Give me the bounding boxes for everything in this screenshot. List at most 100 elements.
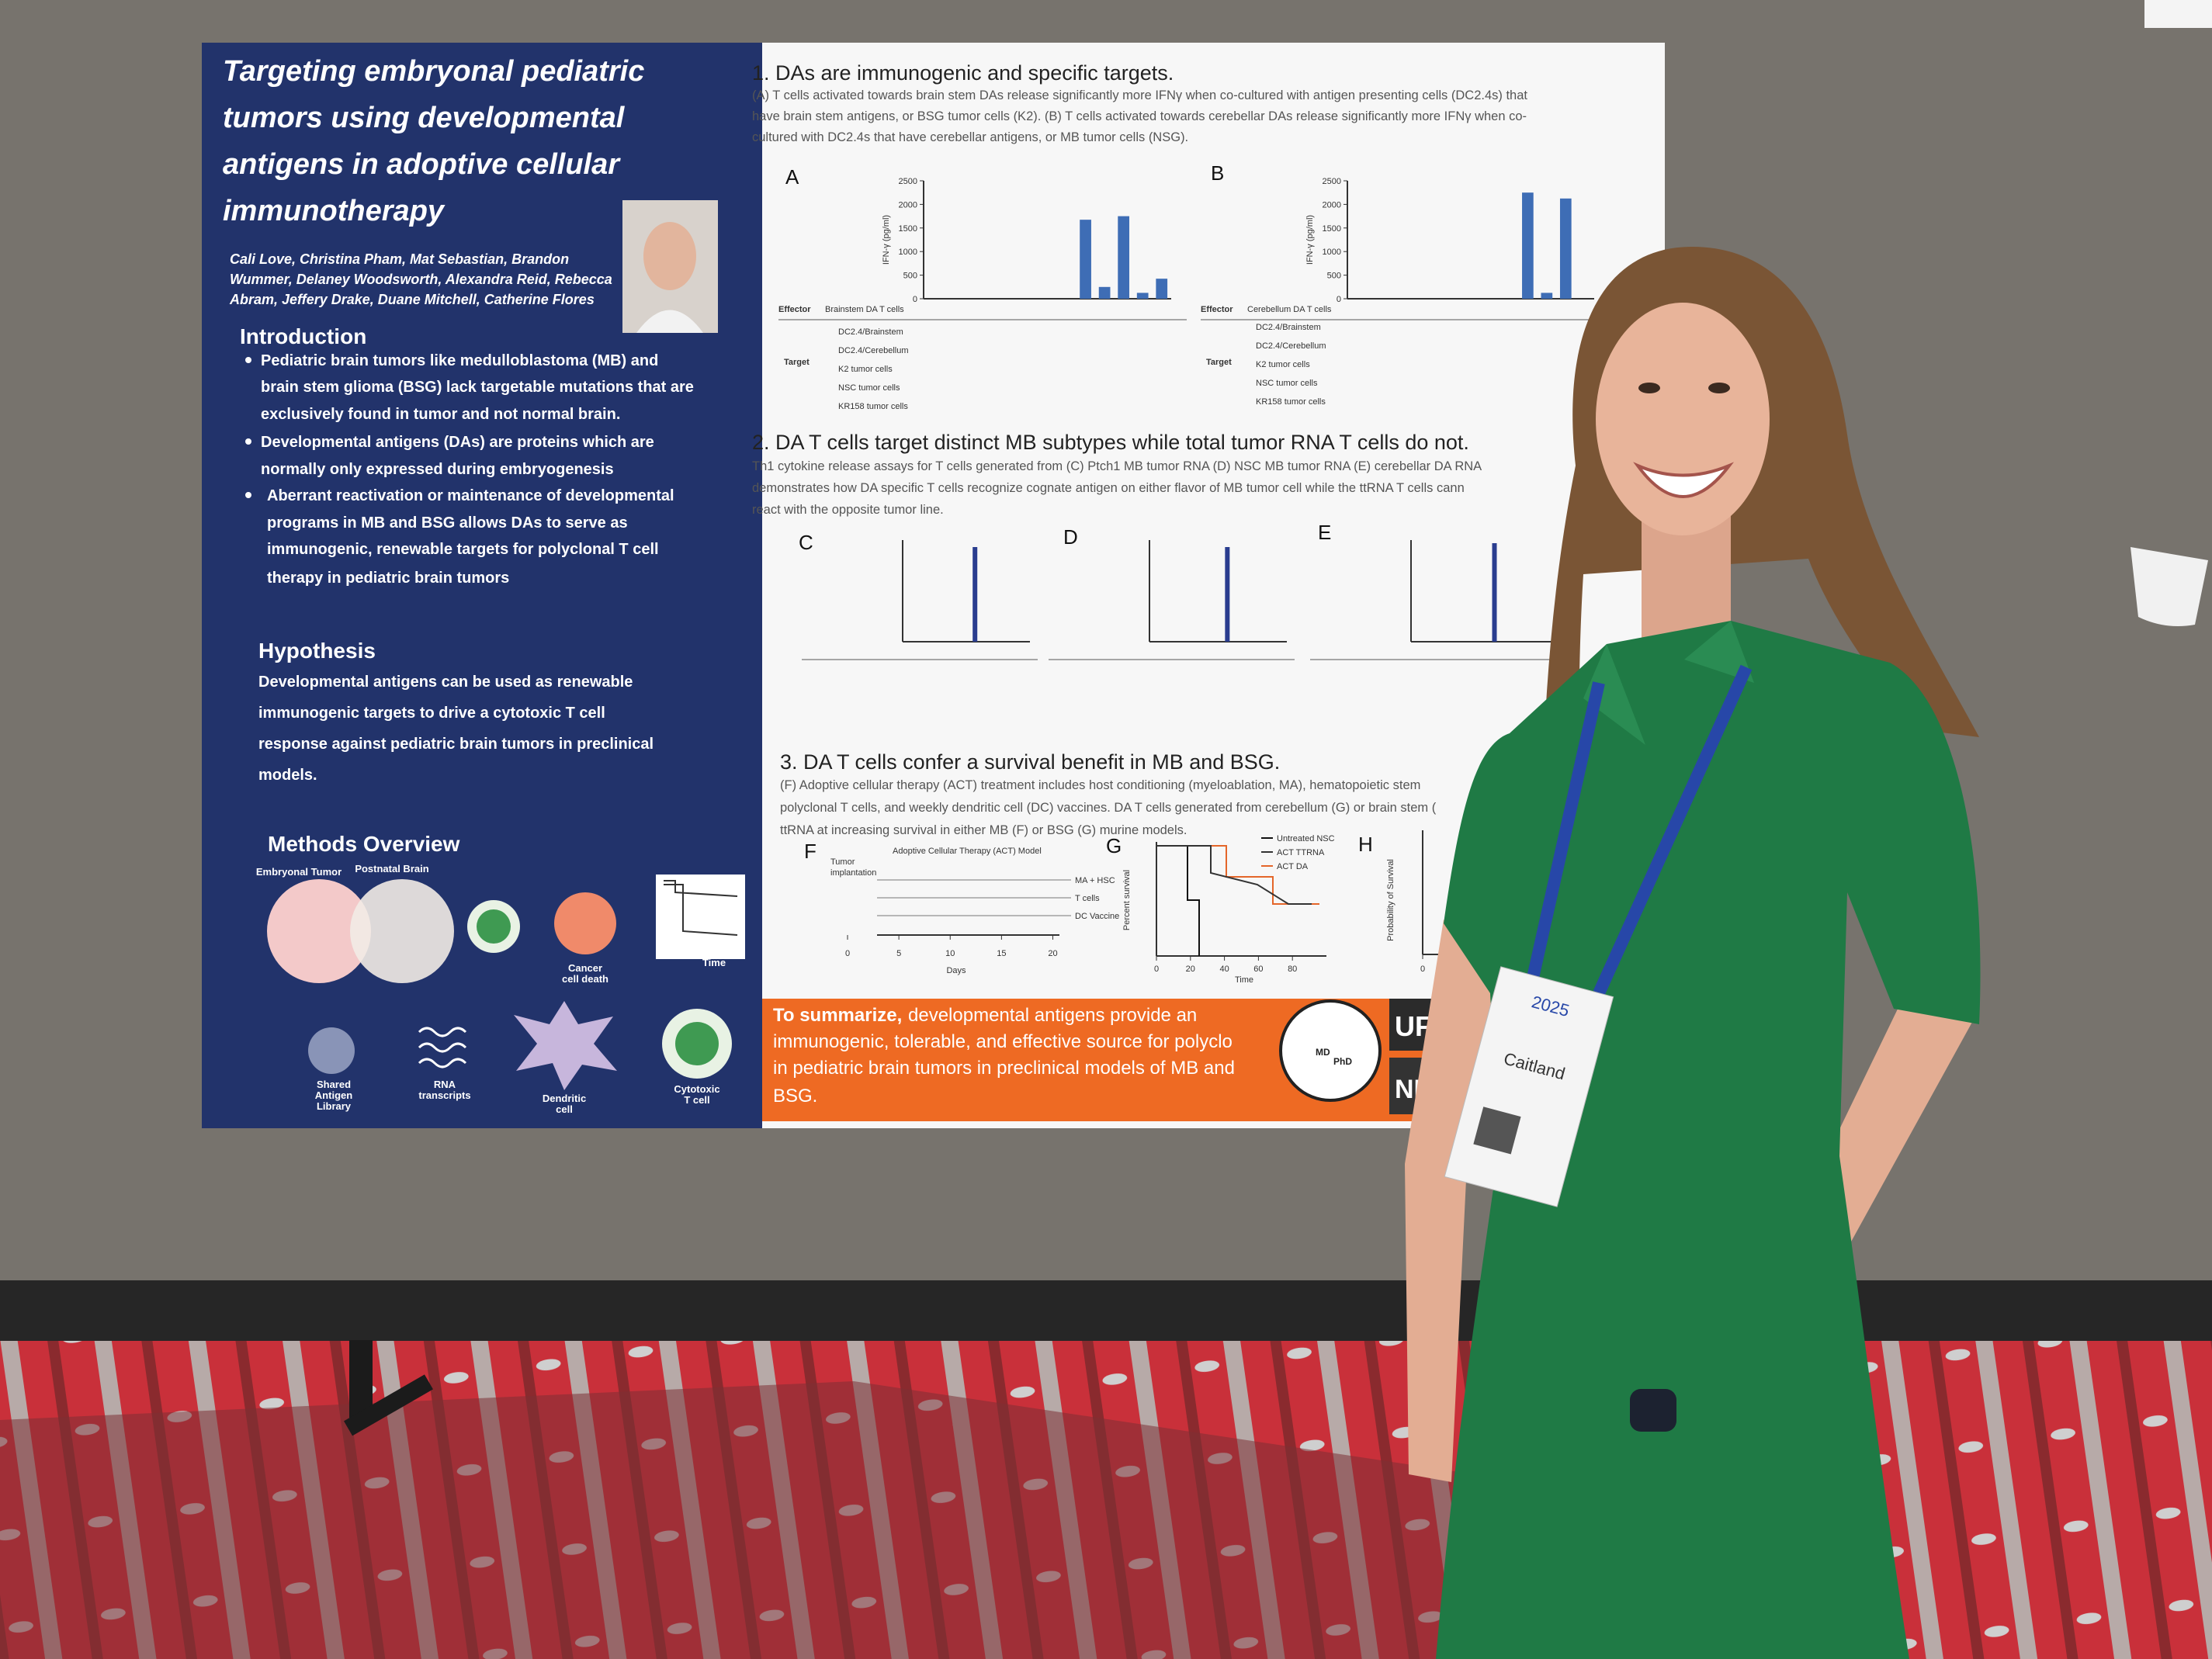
face — [1596, 303, 1770, 535]
chart-label: T cells — [1075, 894, 1100, 903]
section-heading: 2. DA T cells target distinct MB subtype… — [752, 431, 1469, 454]
hypothesis-text: Developmental antigens can be used as re… — [258, 674, 633, 691]
panel-letter: F — [804, 840, 816, 863]
eye — [1708, 383, 1730, 393]
row-label: Brainstem DA T cells — [825, 305, 904, 314]
cytotoxic-tcell-icon-core — [675, 1022, 719, 1065]
bullet-text: Aberrant reactivation or maintenance of … — [267, 487, 674, 504]
row-label: DC2.4/Cerebellum — [838, 346, 908, 355]
cancer-cell-icon — [554, 892, 616, 954]
logo-text: MD — [1316, 1047, 1330, 1058]
decorative-bar — [1541, 293, 1553, 299]
section-text: demonstrates how DA specific T cells rec… — [752, 481, 1465, 495]
row-label: NSC tumor cells — [838, 383, 900, 393]
y-tick-label: 2500 — [1323, 177, 1341, 186]
method-label: Dendritic — [543, 1093, 586, 1104]
method-label: T cell — [684, 1094, 709, 1106]
y-tick-label: 2000 — [899, 200, 917, 210]
section-heading: Methods Overview — [268, 832, 460, 856]
poster-title: Targeting embryonal pediatric — [223, 55, 644, 88]
decorative-bar — [1156, 279, 1168, 299]
row-label: Effector — [778, 305, 811, 314]
row-label: K2 tumor cells — [838, 365, 893, 374]
summary-text: in pediatric brain tumors in preclinical… — [773, 1058, 1235, 1079]
bullet-text: Pediatric brain tumors like medulloblast… — [261, 352, 658, 369]
row-label: K2 tumor cells — [1256, 360, 1310, 369]
x-tick-label: 60 — [1253, 965, 1263, 974]
smile — [1633, 462, 1735, 498]
method-label: cell — [556, 1103, 573, 1115]
y-tick-label: 2500 — [899, 177, 917, 186]
row-label: Target — [1206, 358, 1232, 367]
section-text: react with the opposite tumor line. — [752, 503, 944, 517]
method-label: Postnatal Brain — [355, 863, 428, 875]
section-heading: 1. DAs are immunogenic and specific targ… — [752, 61, 1174, 85]
author-photo-face — [643, 222, 696, 290]
survival-icon-lines — [664, 880, 738, 936]
y-tick-label: 0 — [1337, 295, 1341, 304]
poster-title: tumors using developmental — [223, 102, 626, 134]
paper-note — [2144, 0, 2212, 28]
summary-text: BSG. — [773, 1086, 817, 1107]
x-tick-label: 0 — [845, 949, 850, 958]
row-label: NSC tumor cells — [1256, 379, 1318, 388]
chart-label: Tumor — [830, 857, 855, 867]
x-tick-label: 20 — [1048, 949, 1057, 958]
panel-letter: A — [785, 165, 799, 189]
summary-text: developmental antigens provide an — [908, 1005, 1197, 1026]
decorative-bar — [1098, 286, 1111, 299]
x-tick-label: 20 — [1186, 965, 1195, 974]
authors: Cali Love, Christina Pham, Mat Sebastian… — [230, 251, 569, 267]
decorative-bar — [1136, 293, 1149, 299]
panel-letter: C — [799, 531, 813, 554]
left-arm — [1405, 920, 1494, 1482]
eye — [1638, 383, 1660, 393]
y-tick-label: 500 — [903, 272, 917, 281]
method-label: Cancer — [568, 962, 602, 974]
section-heading: Hypothesis — [258, 639, 376, 663]
tcell-icon-core — [477, 909, 511, 944]
y-tick-label: 0 — [913, 295, 917, 304]
section-text: have brain stem antigens, or BSG tumor c… — [752, 109, 1527, 123]
method-label: Time — [702, 957, 726, 968]
authors: Wummer, Delaney Woodsworth, Alexandra Re… — [230, 272, 612, 287]
author-photo-shirt — [636, 310, 703, 333]
postnatal-brain-icon — [350, 879, 454, 983]
section-heading: 3. DA T cells confer a survival benefit … — [780, 750, 1280, 774]
hypothesis-text: immunogenic targets to drive a cytotoxic… — [258, 705, 605, 722]
y-tick-label: 1500 — [899, 224, 917, 234]
survival-icon — [656, 875, 745, 959]
badge: 2025 Caitland — [1444, 966, 1614, 1207]
y-tick-label: 2000 — [1323, 200, 1341, 210]
section-heading: Introduction — [240, 324, 366, 348]
hypothesis-text: models. — [258, 767, 317, 784]
axis-label: Time — [1235, 975, 1253, 985]
row-label: KR158 tumor cells — [838, 402, 908, 411]
section-text: (F) Adoptive cellular therapy (ACT) trea… — [780, 778, 1420, 792]
lanyard — [1527, 664, 1753, 996]
method-label: transcripts — [418, 1089, 470, 1101]
section-text: cultured with DC2.4s that have cerebella… — [752, 130, 1188, 144]
bullet-dot — [245, 492, 251, 498]
y-tick-label: 1500 — [1323, 224, 1341, 234]
x-tick-label: 40 — [1219, 965, 1229, 974]
bullet-text: brain stem glioma (BSG) lack targetable … — [261, 379, 694, 396]
logo-text: PhD — [1333, 1056, 1352, 1067]
decorative-bar — [1559, 198, 1572, 299]
row-label: Target — [784, 358, 810, 367]
row-label: DC2.4/Brainstem — [1256, 323, 1321, 332]
decorative-bar — [1492, 543, 1497, 642]
y-tick-label: 1000 — [1323, 248, 1341, 257]
y-tick-label: 500 — [1327, 272, 1341, 281]
panel-letter: G — [1106, 834, 1122, 857]
md-phd-seal — [1279, 999, 1382, 1102]
bullet-text: immunogenic, renewable targets for polyc… — [267, 541, 659, 558]
method-label: Embryonal Tumor — [256, 866, 342, 878]
legend-label: ACT DA — [1277, 862, 1309, 871]
watch — [1630, 1389, 1676, 1432]
section-text: polyclonal T cells, and weekly dendritic… — [780, 801, 1437, 815]
x-tick-label: 5 — [896, 949, 901, 958]
badge-qr — [1473, 1107, 1521, 1155]
poster-title: antigens in adoptive cellular — [223, 148, 621, 181]
